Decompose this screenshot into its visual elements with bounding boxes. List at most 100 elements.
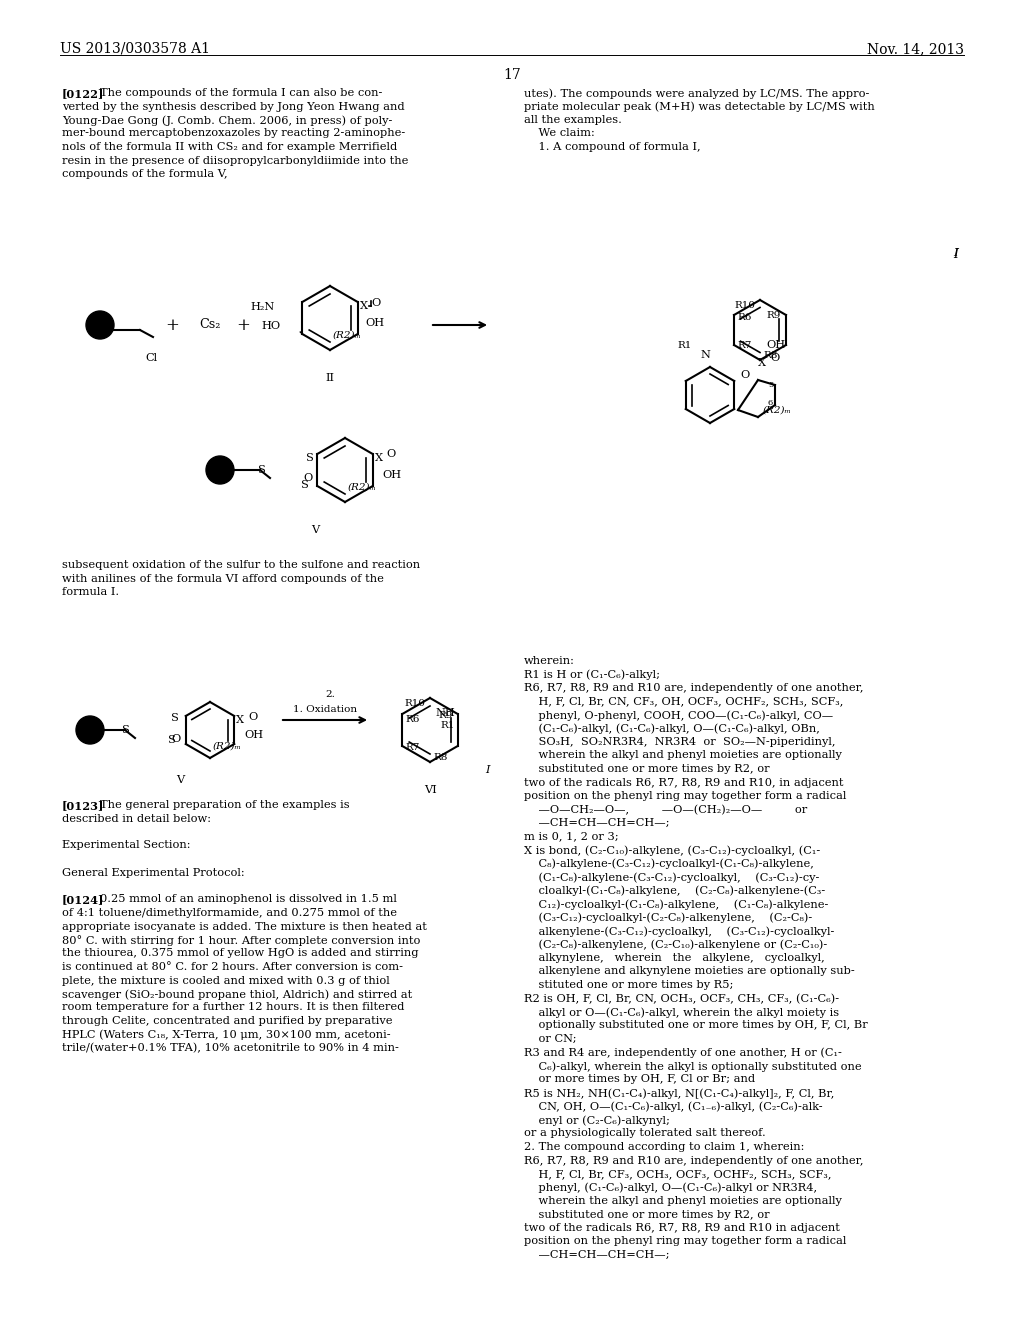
- Text: —CH=CH—CH=CH—;: —CH=CH—CH=CH—;: [524, 818, 670, 828]
- Text: H, F, Cl, Br, CN, CF₃, OH, OCF₃, OCHF₂, SCH₃, SCF₃,: H, F, Cl, Br, CN, CF₃, OH, OCF₃, OCHF₂, …: [524, 697, 844, 706]
- Text: or a physiologically tolerated salt thereof.: or a physiologically tolerated salt ther…: [524, 1129, 766, 1138]
- Circle shape: [206, 455, 234, 484]
- Text: R9: R9: [767, 310, 781, 319]
- Text: R8: R8: [763, 351, 777, 359]
- Text: substituted one or more times by R2, or: substituted one or more times by R2, or: [524, 764, 770, 774]
- Text: R5 is NH₂, NH(C₁-C₄)-alkyl, N[(C₁-C₄)-alkyl]₂, F, Cl, Br,: R5 is NH₂, NH(C₁-C₄)-alkyl, N[(C₁-C₄)-al…: [524, 1088, 835, 1098]
- Text: R7: R7: [406, 743, 420, 752]
- Text: O: O: [248, 711, 257, 722]
- Text: formula I.: formula I.: [62, 587, 119, 597]
- Text: is continued at 80° C. for 2 hours. After conversion is com-: is continued at 80° C. for 2 hours. Afte…: [62, 962, 403, 972]
- Text: alkynylene,   wherein   the   alkylene,   cycloalkyl,: alkynylene, wherein the alkylene, cycloa…: [524, 953, 824, 964]
- Text: 0.25 mmol of an aminophenol is dissolved in 1.5 ml: 0.25 mmol of an aminophenol is dissolved…: [100, 895, 397, 904]
- Text: 5: 5: [768, 381, 773, 389]
- Text: S: S: [301, 480, 309, 490]
- Text: H₂N: H₂N: [250, 302, 274, 312]
- Text: C₆)-alkyl, wherein the alkyl is optionally substituted one: C₆)-alkyl, wherein the alkyl is optional…: [524, 1061, 861, 1072]
- Text: C₁₂)-cycloalkyl-(C₁-C₈)-alkylene,    (C₁-C₈)-alkylene-: C₁₂)-cycloalkyl-(C₁-C₈)-alkylene, (C₁-C₈…: [524, 899, 828, 909]
- Text: OH: OH: [245, 730, 263, 741]
- Text: R1 is H or (C₁-C₆)-alkyl;: R1 is H or (C₁-C₆)-alkyl;: [524, 669, 660, 680]
- Text: O: O: [387, 449, 396, 459]
- Text: alkenylene and alkynylene moieties are optionally sub-: alkenylene and alkynylene moieties are o…: [524, 966, 855, 977]
- Text: R6: R6: [406, 714, 420, 723]
- Text: X is bond, (C₂-C₁₀)-alkylene, (C₃-C₁₂)-cycloalkyl, (C₁-: X is bond, (C₂-C₁₀)-alkylene, (C₃-C₁₂)-c…: [524, 845, 820, 855]
- Text: or CN;: or CN;: [524, 1034, 577, 1044]
- Text: +: +: [165, 317, 179, 334]
- Text: We claim:: We claim:: [524, 128, 595, 139]
- Text: phenyl, O-phenyl, COOH, COO—(C₁-C₆)-alkyl, CO—: phenyl, O-phenyl, COOH, COO—(C₁-C₆)-alky…: [524, 710, 834, 721]
- Text: scavenger (SiO₂-bound propane thiol, Aldrich) and stirred at: scavenger (SiO₂-bound propane thiol, Ald…: [62, 989, 413, 999]
- Text: 2. The compound according to claim 1, wherein:: 2. The compound according to claim 1, wh…: [524, 1142, 805, 1152]
- Text: Nov. 14, 2013: Nov. 14, 2013: [867, 42, 964, 55]
- Text: m is 0, 1, 2 or 3;: m is 0, 1, 2 or 3;: [524, 832, 618, 842]
- Text: R2 is OH, F, Cl, Br, CN, OCH₃, OCF₃, CH₃, CF₃, (C₁-C₆)-: R2 is OH, F, Cl, Br, CN, OCH₃, OCF₃, CH₃…: [524, 994, 839, 1003]
- Text: O: O: [303, 473, 312, 483]
- Text: V: V: [311, 525, 319, 535]
- Text: compounds of the formula V,: compounds of the formula V,: [62, 169, 227, 180]
- Text: N: N: [700, 350, 710, 360]
- Circle shape: [76, 715, 104, 744]
- Text: OH: OH: [383, 470, 401, 480]
- Text: +: +: [237, 317, 250, 334]
- Text: alkenylene-(C₃-C₁₂)-cycloalkyl,    (C₃-C₁₂)-cycloalkyl-: alkenylene-(C₃-C₁₂)-cycloalkyl, (C₃-C₁₂)…: [524, 927, 835, 937]
- Text: S: S: [168, 735, 176, 744]
- Text: S: S: [122, 725, 130, 735]
- Text: R8: R8: [433, 752, 447, 762]
- Text: R1: R1: [678, 341, 692, 350]
- Text: Cs₂: Cs₂: [200, 318, 221, 331]
- Text: priate molecular peak (M+H) was detectable by LC/MS with: priate molecular peak (M+H) was detectab…: [524, 102, 874, 112]
- Text: I: I: [953, 248, 958, 257]
- Text: (R2)ₘ: (R2)ₘ: [213, 742, 242, 751]
- Text: (C₂-C₈)-alkenylene, (C₂-C₁₀)-alkenylene or (C₂-C₁₀)-: (C₂-C₈)-alkenylene, (C₂-C₁₀)-alkenylene …: [524, 940, 827, 950]
- Text: mer-bound mercaptobenzoxazoles by reacting 2-aminophe-: mer-bound mercaptobenzoxazoles by reacti…: [62, 128, 406, 139]
- Text: (C₁-C₆)-alkyl, (C₁-C₆)-alkyl, O—(C₁-C₆)-alkyl, OBn,: (C₁-C₆)-alkyl, (C₁-C₆)-alkyl, O—(C₁-C₆)-…: [524, 723, 820, 734]
- Text: O: O: [372, 298, 381, 308]
- Text: resin in the presence of diisopropylcarbonyldiimide into the: resin in the presence of diisopropylcarb…: [62, 156, 409, 165]
- Text: R10: R10: [734, 301, 755, 309]
- Text: S: S: [258, 465, 266, 475]
- Text: position on the phenyl ring may together form a radical: position on the phenyl ring may together…: [524, 1237, 847, 1246]
- Text: HO: HO: [261, 321, 281, 331]
- Text: position on the phenyl ring may together form a radical: position on the phenyl ring may together…: [524, 791, 847, 801]
- Text: [0124]: [0124]: [62, 895, 104, 906]
- Text: or more times by OH, F, Cl or Br; and: or more times by OH, F, Cl or Br; and: [524, 1074, 755, 1085]
- Text: of 4:1 toluene/dimethylformamide, and 0.275 mmol of the: of 4:1 toluene/dimethylformamide, and 0.…: [62, 908, 397, 917]
- Text: R7: R7: [737, 341, 752, 350]
- Text: two of the radicals R6, R7, R8, R9 and R10, in adjacent: two of the radicals R6, R7, R8, R9 and R…: [524, 777, 844, 788]
- Text: subsequent oxidation of the sulfur to the sulfone and reaction: subsequent oxidation of the sulfur to th…: [62, 560, 420, 570]
- Text: 1. A compound of formula I,: 1. A compound of formula I,: [524, 143, 700, 152]
- Text: optionally substituted one or more times by OH, F, Cl, Br: optionally substituted one or more times…: [524, 1020, 867, 1031]
- Text: wherein:: wherein:: [524, 656, 574, 667]
- Text: C₈)-alkylene-(C₃-C₁₂)-cycloalkyl-(C₁-C₈)-alkylene,: C₈)-alkylene-(C₃-C₁₂)-cycloalkyl-(C₁-C₈)…: [524, 858, 814, 869]
- Text: SO₃H,  SO₂NR3R4,  NR3R4  or  SO₂—N-piperidinyl,: SO₃H, SO₂NR3R4, NR3R4 or SO₂—N-piperidin…: [524, 737, 836, 747]
- Text: 2.: 2.: [325, 690, 335, 700]
- Text: R1: R1: [440, 722, 455, 730]
- Text: 80° C. with stirring for 1 hour. After complete conversion into: 80° C. with stirring for 1 hour. After c…: [62, 935, 421, 946]
- Text: trile/(water+0.1% TFA), 10% acetonitrile to 90% in 4 min-: trile/(water+0.1% TFA), 10% acetonitrile…: [62, 1043, 399, 1053]
- Text: O: O: [770, 352, 779, 363]
- Text: two of the radicals R6, R7, R8, R9 and R10 in adjacent: two of the radicals R6, R7, R8, R9 and R…: [524, 1224, 840, 1233]
- Text: General Experimental Protocol:: General Experimental Protocol:: [62, 867, 245, 878]
- Text: 1. Oxidation: 1. Oxidation: [293, 705, 357, 714]
- Text: (R2)ₘ: (R2)ₘ: [348, 483, 377, 491]
- Text: the thiourea, 0.375 mmol of yellow HgO is added and stirring: the thiourea, 0.375 mmol of yellow HgO i…: [62, 949, 419, 958]
- Text: R6, R7, R8, R9 and R10 are, independently of one another,: R6, R7, R8, R9 and R10 are, independentl…: [524, 682, 863, 693]
- Text: The general preparation of the examples is: The general preparation of the examples …: [100, 800, 349, 810]
- Text: utes). The compounds were analyzed by LC/MS. The appro-: utes). The compounds were analyzed by LC…: [524, 88, 869, 99]
- Text: substituted one or more times by R2, or: substituted one or more times by R2, or: [524, 1209, 770, 1220]
- Text: appropriate isocyanate is added. The mixture is then heated at: appropriate isocyanate is added. The mix…: [62, 921, 427, 932]
- Text: [0123]: [0123]: [62, 800, 104, 810]
- Text: with anilines of the formula VI afford compounds of the: with anilines of the formula VI afford c…: [62, 573, 384, 583]
- Text: alkyl or O—(C₁-C₆)-alkyl, wherein the alkyl moiety is: alkyl or O—(C₁-C₆)-alkyl, wherein the al…: [524, 1007, 839, 1018]
- Text: 17: 17: [503, 69, 521, 82]
- Text: H, F, Cl, Br, CF₃, OCH₃, OCF₃, OCHF₂, SCH₃, SCF₃,: H, F, Cl, Br, CF₃, OCH₃, OCF₃, OCHF₂, SC…: [524, 1170, 831, 1179]
- Text: O: O: [171, 734, 181, 744]
- Text: OH: OH: [366, 318, 385, 327]
- Text: 6: 6: [768, 399, 773, 407]
- Text: described in detail below:: described in detail below:: [62, 813, 211, 824]
- Text: R6, R7, R8, R9 and R10 are, independently of one another,: R6, R7, R8, R9 and R10 are, independentl…: [524, 1155, 863, 1166]
- Text: X: X: [359, 301, 368, 312]
- Text: R9: R9: [438, 711, 453, 721]
- Text: X: X: [758, 358, 766, 368]
- Text: [0122]: [0122]: [62, 88, 104, 99]
